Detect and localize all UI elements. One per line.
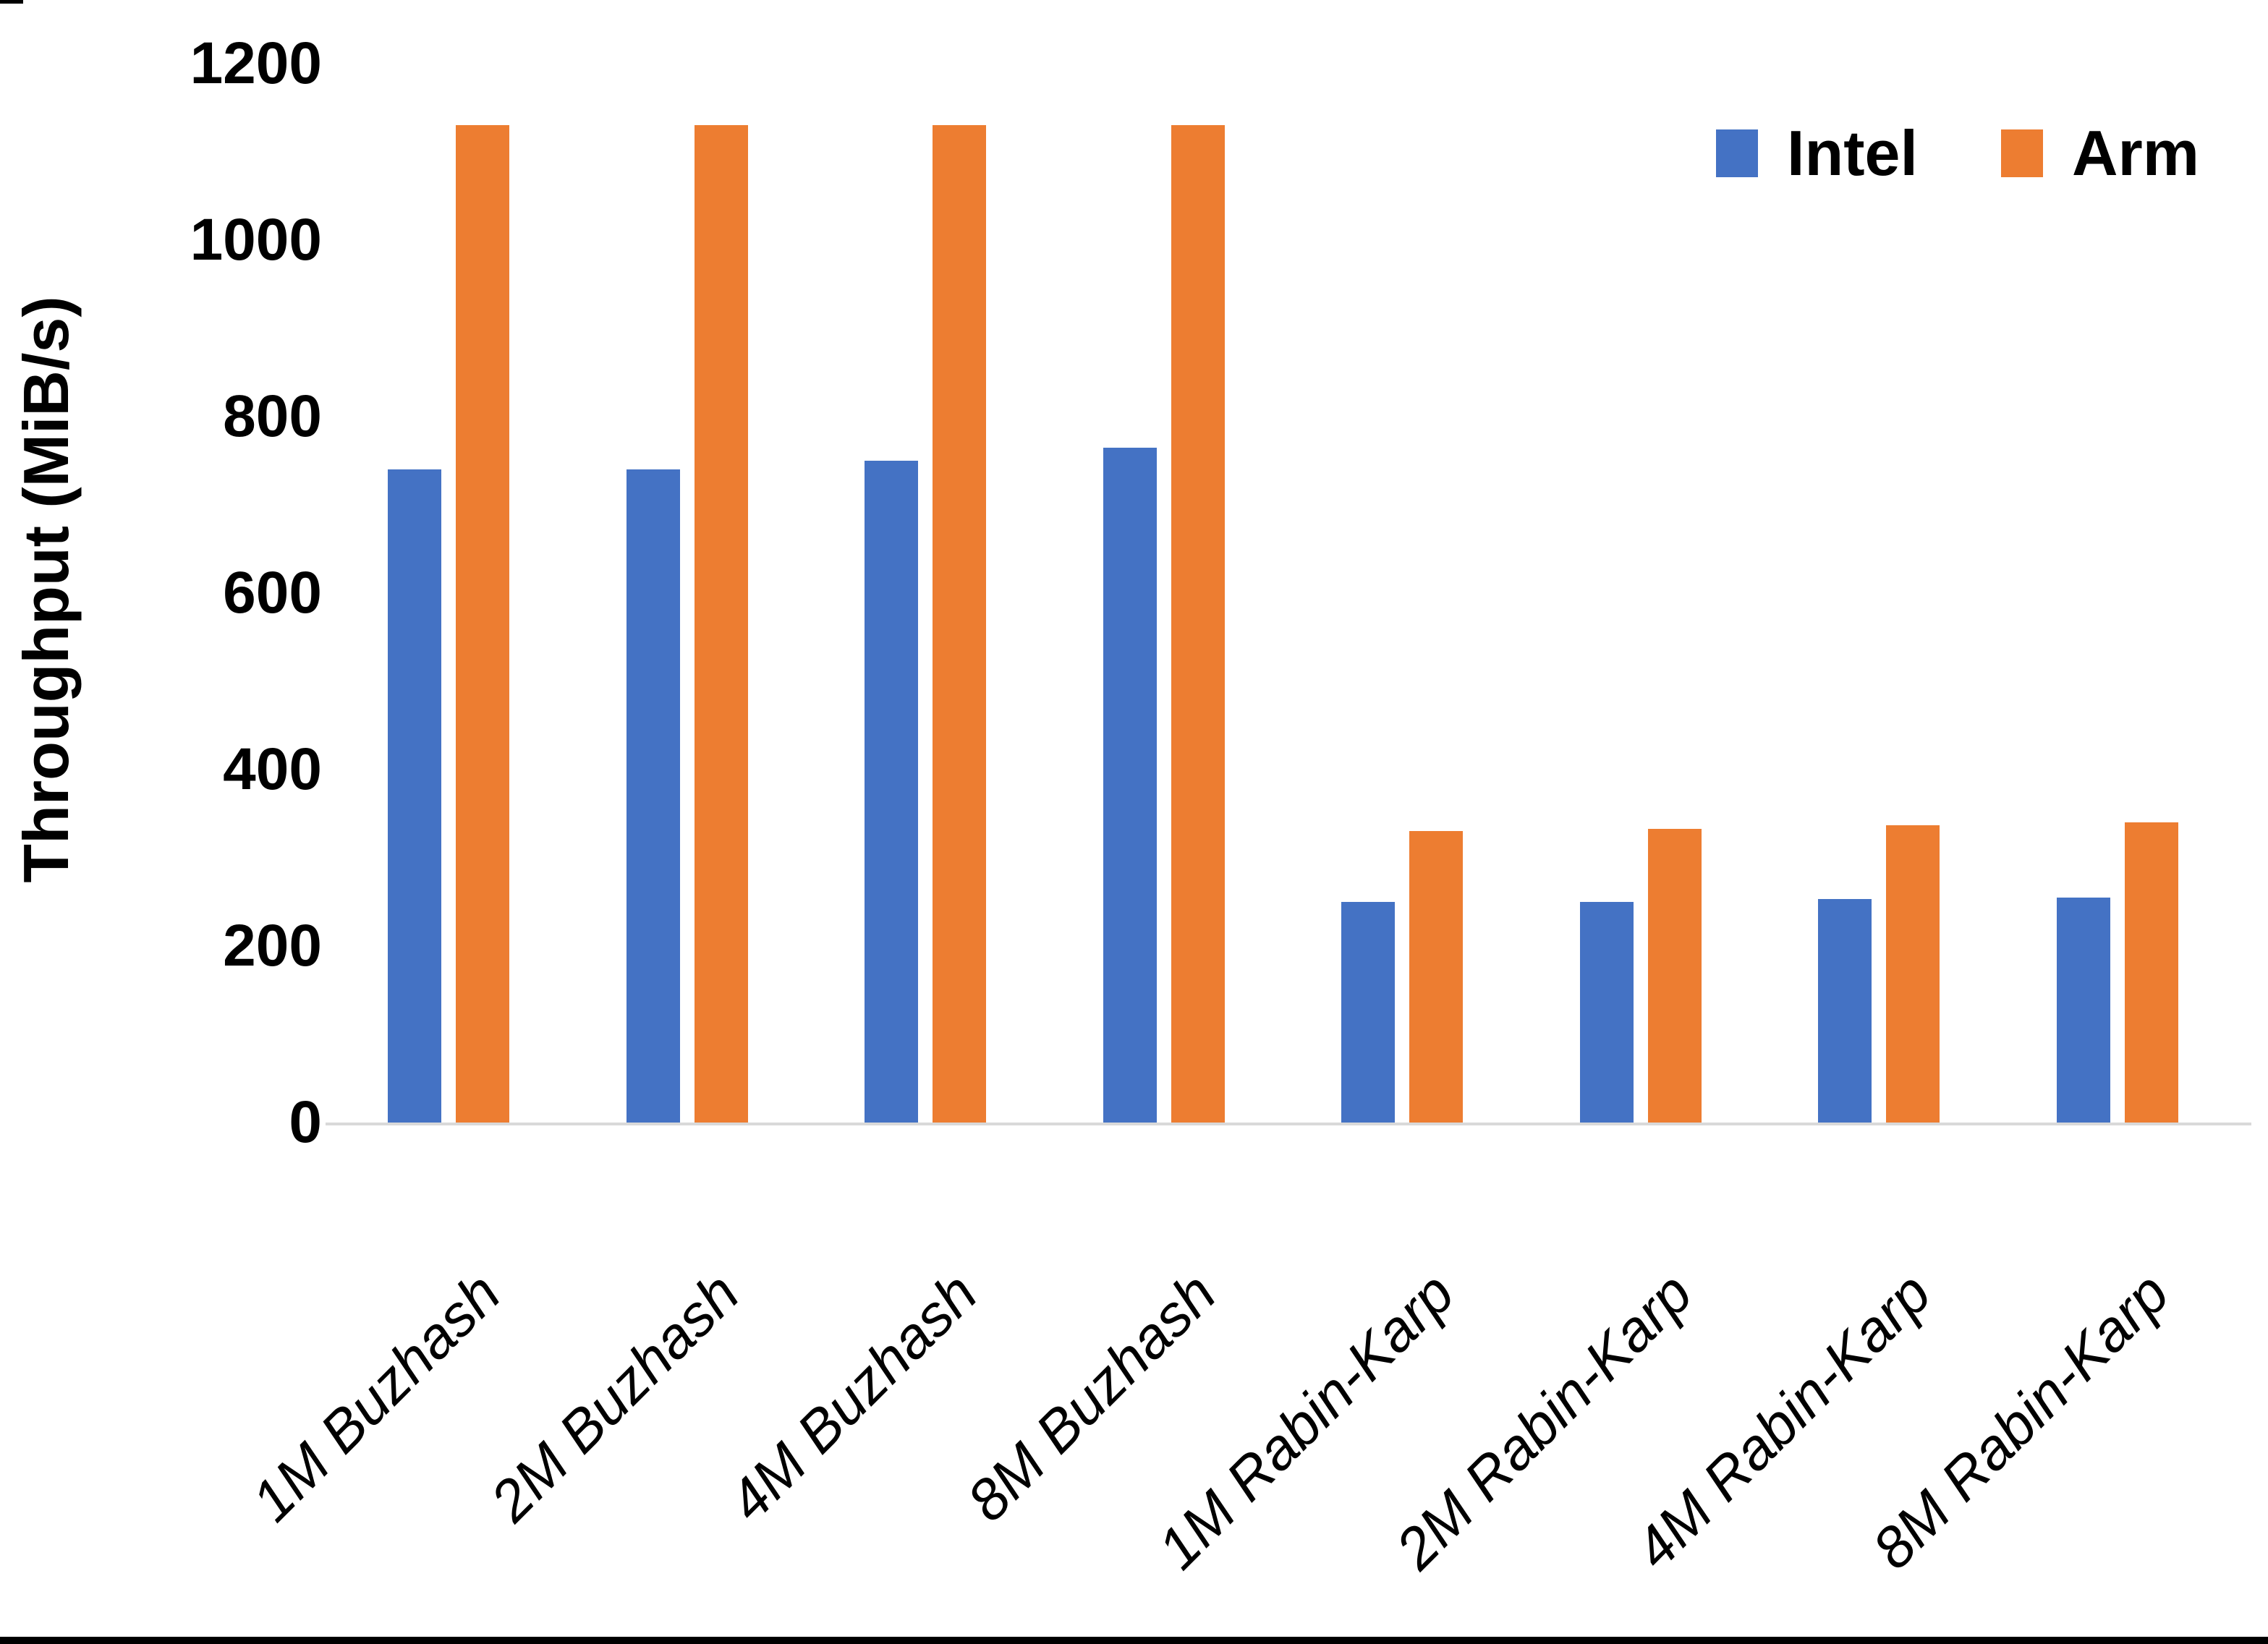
y-tick-400: 400 bbox=[223, 736, 322, 802]
bar-arm-1m-rabin-karp bbox=[1409, 831, 1463, 1123]
screen-corner-artifact bbox=[0, 0, 23, 4]
y-tick-200: 200 bbox=[223, 913, 322, 979]
legend-item-arm: Arm bbox=[2000, 117, 2199, 189]
bar-intel-8m-buzhash bbox=[1103, 447, 1157, 1123]
screen-bottom-edge bbox=[0, 1637, 2268, 1644]
bar-arm-2m-buzhash bbox=[694, 125, 748, 1123]
bar-arm-2m-rabin-karp bbox=[1647, 828, 1702, 1123]
bar-intel-2m-buzhash bbox=[626, 469, 680, 1123]
legend-label-arm: Arm bbox=[2071, 117, 2199, 189]
legend-label-intel: Intel bbox=[1787, 117, 1918, 189]
legend-swatch-arm bbox=[2000, 129, 2043, 177]
y-tick-600: 600 bbox=[223, 560, 322, 626]
bar-intel-1m-rabin-karp bbox=[1341, 902, 1395, 1123]
bar-intel-4m-buzhash bbox=[865, 461, 918, 1123]
bar-intel-4m-rabin-karp bbox=[1818, 899, 1872, 1123]
bar-arm-4m-buzhash bbox=[933, 125, 986, 1123]
legend-swatch-intel bbox=[1716, 129, 1759, 177]
y-tick-1000: 1000 bbox=[190, 207, 322, 273]
bar-arm-8m-buzhash bbox=[1171, 125, 1225, 1123]
y-tick-0: 0 bbox=[289, 1089, 322, 1155]
bar-intel-2m-rabin-karp bbox=[1579, 902, 1634, 1123]
bar-arm-8m-rabin-karp bbox=[2124, 822, 2178, 1123]
y-tick-800: 800 bbox=[223, 383, 322, 449]
bar-arm-4m-rabin-karp bbox=[1886, 825, 1940, 1123]
x-axis-line bbox=[326, 1123, 2251, 1125]
bar-arm-1m-buzhash bbox=[456, 125, 509, 1123]
chart-legend: Intel Arm bbox=[1716, 122, 2199, 185]
y-tick-1200: 1200 bbox=[190, 30, 322, 96]
bar-intel-1m-buzhash bbox=[388, 469, 441, 1123]
legend-item-intel: Intel bbox=[1716, 122, 1918, 185]
bar-intel-8m-rabin-karp bbox=[2056, 897, 2110, 1123]
